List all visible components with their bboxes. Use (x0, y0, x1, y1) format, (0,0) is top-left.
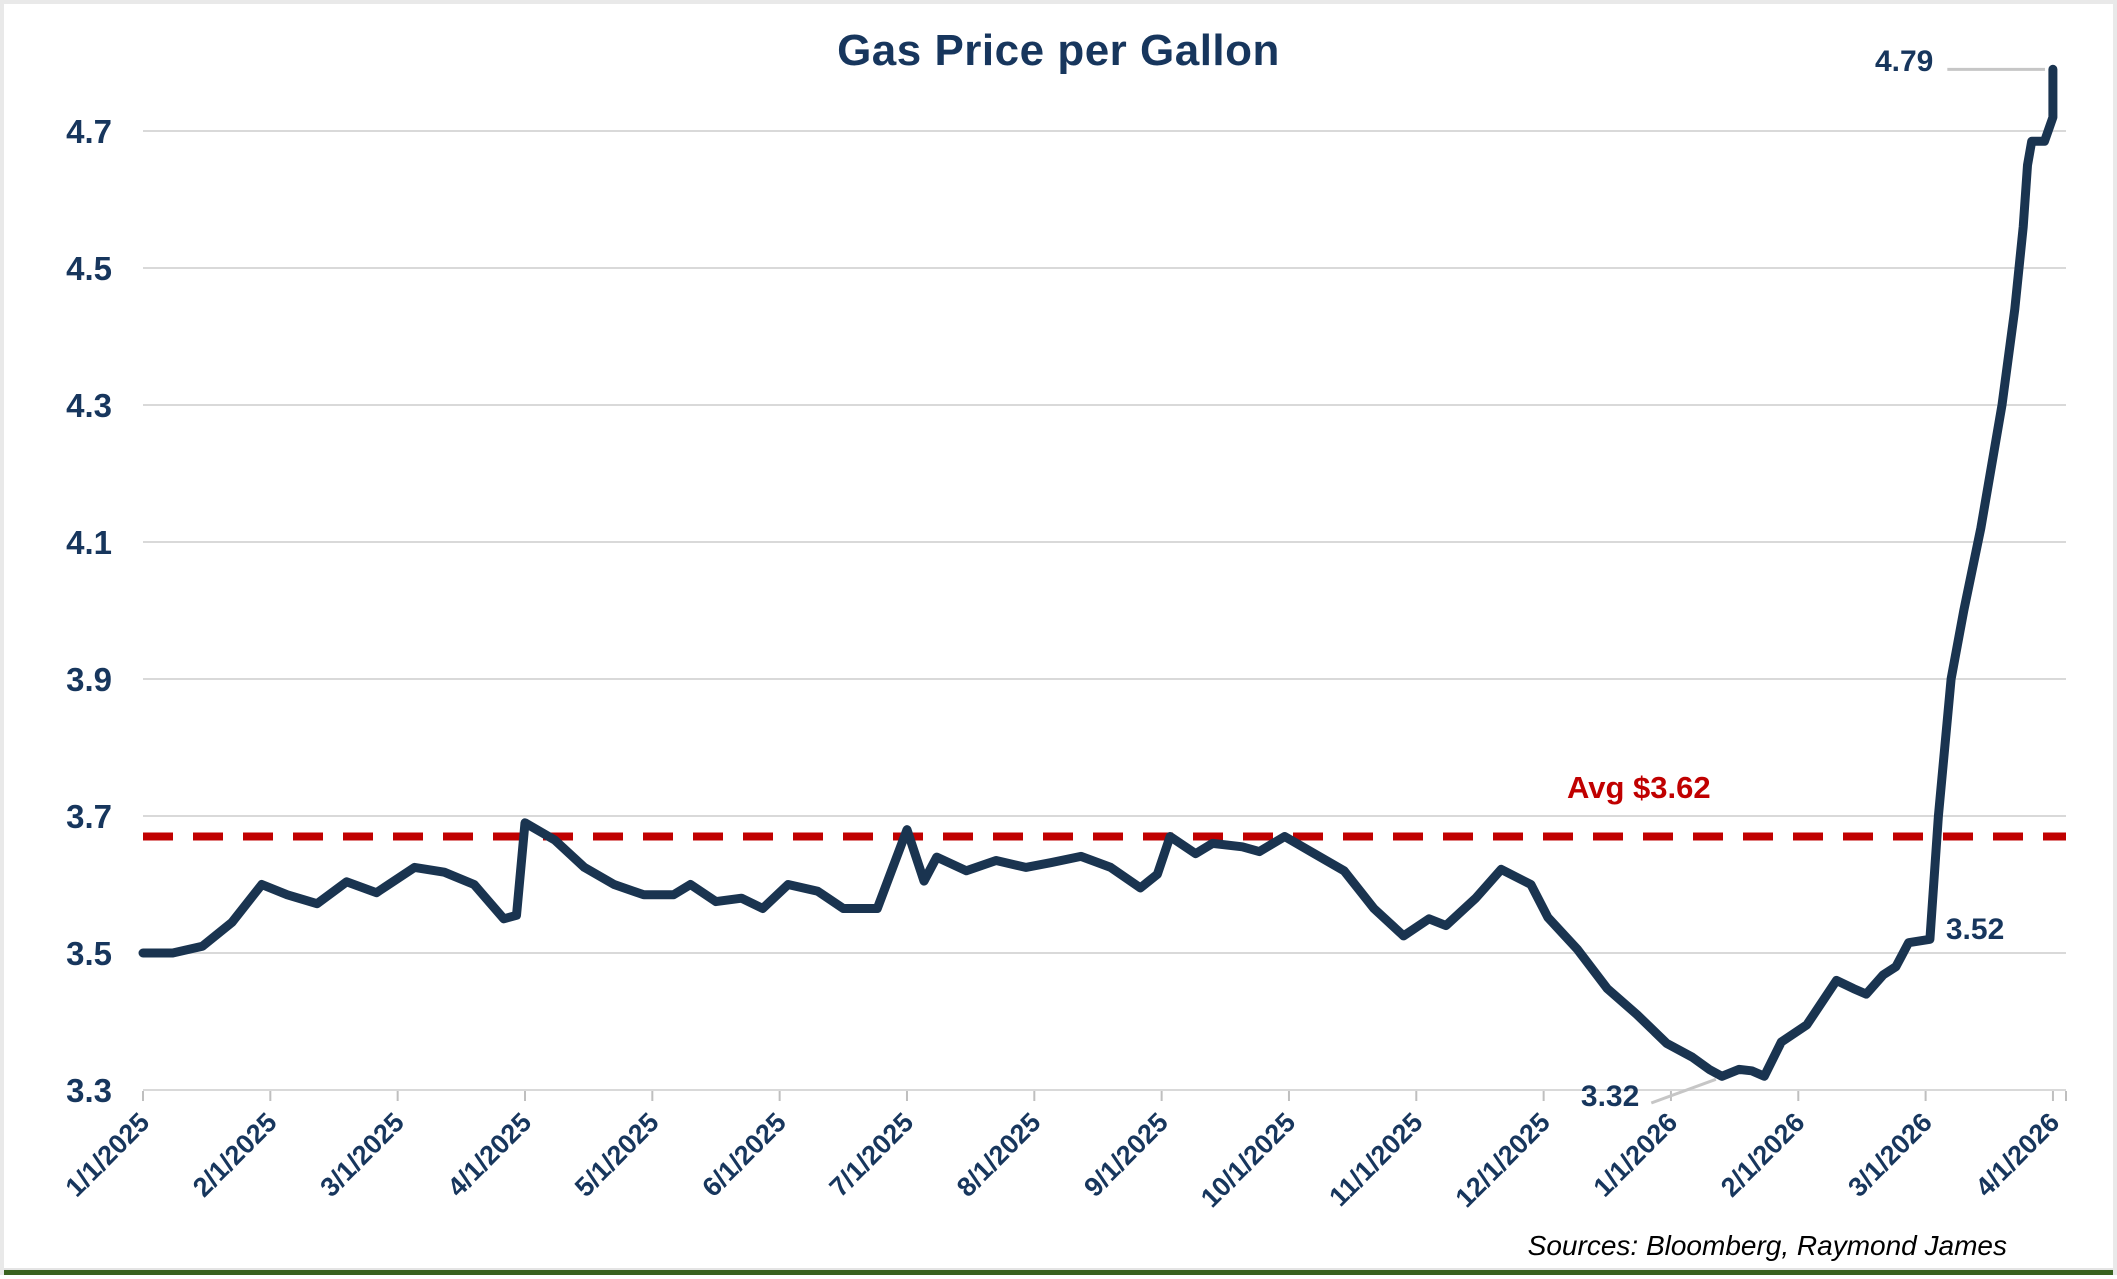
chart-canvas: 3.3 3.5 3.7 3.9 4.1 4.3 4.5 4.7 1/1/2025 2/1/2025… (60, 64, 2067, 1213)
svg-text:3/1/2026: 3/1/2026 (1842, 1107, 1938, 1203)
svg-text:4/1/2026: 4/1/2026 (1970, 1107, 2066, 1203)
annotation-pre-spike-value: 3.52 (1945, 913, 2005, 947)
svg-text:3/1/2025: 3/1/2025 (314, 1107, 410, 1203)
annotation-low-value: 3.32 (1580, 1080, 1640, 1114)
svg-text:1/1/2026: 1/1/2026 (1588, 1107, 1684, 1203)
svg-text:3.9: 3.9 (66, 661, 112, 698)
svg-text:10/1/2025: 10/1/2025 (1195, 1107, 1301, 1213)
svg-text:4.1: 4.1 (66, 524, 112, 561)
svg-text:9/1/2025: 9/1/2025 (1078, 1107, 1174, 1203)
svg-text:3.3: 3.3 (66, 1072, 112, 1109)
svg-text:12/1/2025: 12/1/2025 (1450, 1107, 1556, 1213)
svg-text:1/1/2025: 1/1/2025 (60, 1107, 156, 1203)
bottom-accent-rule (4, 1268, 2113, 1275)
svg-text:2/1/2026: 2/1/2026 (1715, 1107, 1811, 1203)
svg-text:3.5: 3.5 (66, 935, 112, 972)
chart-title: Gas Price per Gallon (837, 26, 1280, 75)
svg-text:4.5: 4.5 (66, 250, 112, 287)
svg-text:11/1/2025: 11/1/2025 (1323, 1107, 1428, 1212)
svg-text:4/1/2025: 4/1/2025 (442, 1107, 538, 1203)
avg-line-label: Avg $3.62 (1567, 770, 1711, 805)
svg-text:4.7: 4.7 (66, 113, 112, 150)
annotation-peak-value: 4.79 (1874, 45, 1934, 79)
svg-text:2/1/2025: 2/1/2025 (187, 1107, 283, 1203)
svg-text:5/1/2025: 5/1/2025 (569, 1107, 665, 1203)
svg-text:6/1/2025: 6/1/2025 (696, 1107, 792, 1203)
svg-text:3.7: 3.7 (66, 798, 112, 835)
source-note: Sources: Bloomberg, Raymond James (1527, 1230, 2007, 1261)
svg-text:8/1/2025: 8/1/2025 (951, 1107, 1047, 1203)
svg-text:7/1/2025: 7/1/2025 (824, 1107, 920, 1203)
svg-text:4.3: 4.3 (66, 387, 112, 424)
